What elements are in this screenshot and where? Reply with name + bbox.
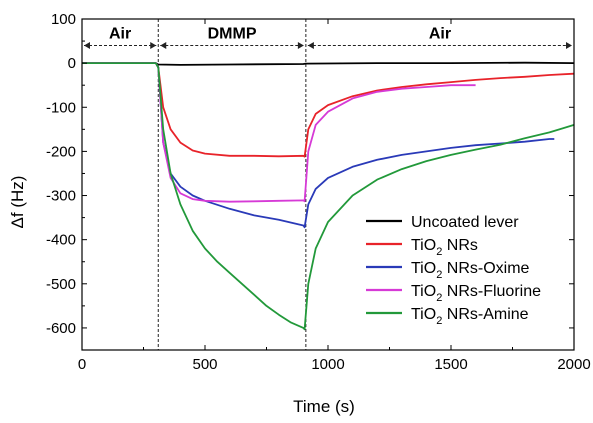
legend-text-main: TiO [411,283,436,300]
y-tick-label: -100 [46,99,76,116]
region-label: Air [429,25,451,42]
y-tick-label: 0 [68,55,76,72]
x-tick-label: 2000 [557,356,590,373]
legend-text-rest: NRs [442,237,478,254]
series-layer [82,61,575,331]
legend-label-2: TiO2 NRs-Oxime [411,260,530,281]
legend-text-main: TiO [411,260,436,277]
legend-text-subscript: 2 [436,269,442,281]
region-arrowhead-right [566,41,572,49]
legend-text-rest: NRs-Fluorine [442,283,541,300]
legend-text-rest: NRs-Oxime [442,260,529,277]
x-axis-title: Time (s) [293,397,355,416]
y-tick-label: -200 [46,143,76,160]
y-tick-label: -400 [46,232,76,249]
legend-label-1: TiO2 NRs [411,237,478,258]
ticks-layer: 0 500 1000 1500 20001000-100-200-300-400-500… [46,11,591,373]
series-line-4 [82,62,575,331]
x-tick-label: 0 [78,356,86,373]
legend-text-main: TiO [411,237,436,254]
y-axis-title: Δf (Hz) [8,176,27,229]
legend-text-main: TiO [411,306,436,323]
region-arrowhead-left [160,41,167,49]
region-arrowhead-right [150,41,157,49]
x-tick-label: 500 [192,356,217,373]
y-tick-label: 100 [51,11,76,28]
series-line-0 [82,61,575,66]
legend-label-0: Uncoated lever [411,214,519,231]
series-line-3 [82,62,476,203]
legend-text-main: Uncoated lever [411,214,519,231]
region-label: Air [109,25,131,42]
region-arrowhead-right [297,41,304,49]
legend-text-rest: NRs-Amine [442,306,528,323]
region-arrowhead-left [307,41,314,49]
x-tick-label: 1000 [311,356,344,373]
y-tick-label: -500 [46,276,76,293]
region-arrowhead-left [84,41,90,49]
legend-text-subscript: 2 [436,246,442,258]
axes-layer [81,18,575,351]
legend-label-3: TiO2 NRs-Fluorine [411,283,541,304]
legend-text-subscript: 2 [436,292,442,304]
regions-layer: Air DMMP Air [84,19,572,350]
plot-frame [81,18,575,351]
series-line-1 [82,62,575,158]
y-tick-label: -600 [46,320,76,337]
region-label: DMMP [208,25,257,42]
y-tick-label: -300 [46,188,76,205]
legend-label-4: TiO2 NRs-Amine [411,306,529,327]
legend-text-subscript: 2 [436,315,442,327]
series-line-2 [82,62,555,229]
x-tick-label: 1500 [434,356,467,373]
